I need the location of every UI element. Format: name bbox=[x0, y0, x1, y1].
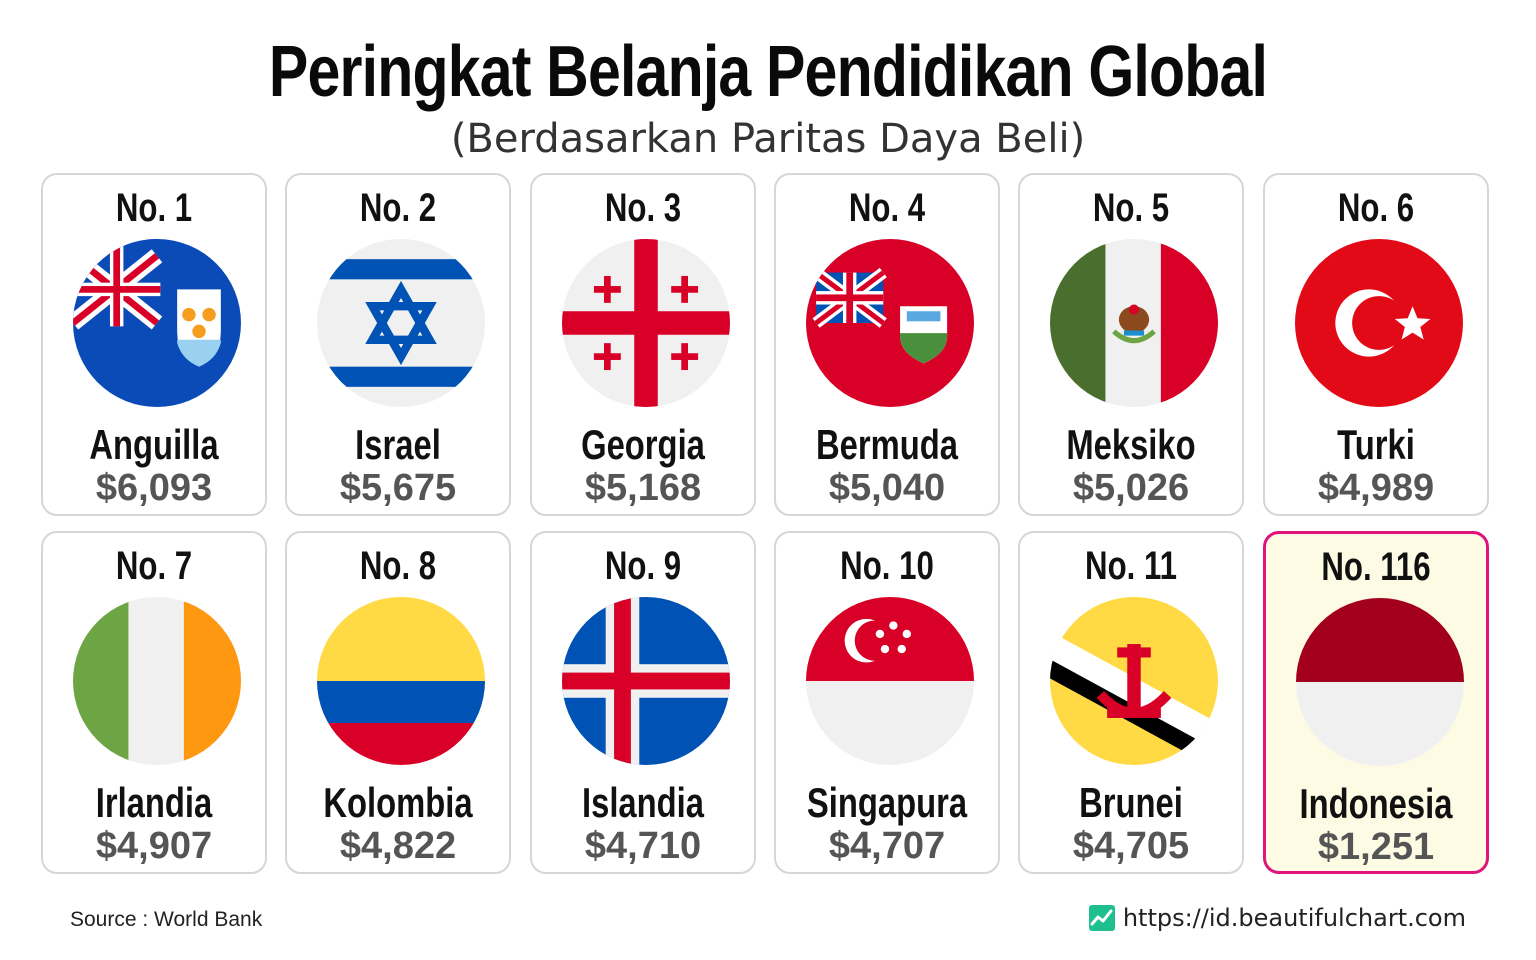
country-name: Georgia bbox=[581, 421, 705, 468]
rank-label: No. 4 bbox=[848, 186, 926, 230]
spending-value: $4,707 bbox=[828, 825, 946, 867]
country-name: Indonesia bbox=[1299, 780, 1453, 827]
country-card-2: No. 2 Israel $5,675 bbox=[285, 173, 511, 516]
spending-value: $4,907 bbox=[95, 825, 213, 867]
country-name: Israel bbox=[355, 421, 441, 468]
country-card-10: No. 10 Singapura $4,707 bbox=[774, 531, 1000, 874]
country-card-11: No. 11 Brunei $4,705 bbox=[1018, 531, 1244, 874]
country-card-5: No. 5 Meksiko $5,026 bbox=[1018, 173, 1244, 516]
country-card-12: No. 116 Indonesia $1,251 bbox=[1263, 531, 1489, 874]
georgia-flag-icon bbox=[562, 239, 730, 407]
spending-value: $4,710 bbox=[584, 825, 702, 867]
country-card-7: No. 7 Irlandia $4,907 bbox=[41, 531, 267, 874]
israel-flag-icon bbox=[317, 239, 485, 407]
spending-value: $5,168 bbox=[584, 467, 702, 509]
rank-label: No. 7 bbox=[115, 544, 193, 588]
bermuda-flag-icon bbox=[806, 239, 974, 407]
spending-value: $6,093 bbox=[95, 467, 213, 509]
turkey-flag-icon bbox=[1295, 239, 1463, 407]
singapore-flag-icon bbox=[806, 597, 974, 765]
chart-logo-icon bbox=[1088, 905, 1115, 931]
website-credit[interactable]: https://id.beautifulchart.com bbox=[1088, 904, 1466, 932]
country-card-9: No. 9 Islandia $4,710 bbox=[530, 531, 756, 874]
spending-value: $4,822 bbox=[339, 825, 457, 867]
colombia-flag-icon bbox=[317, 597, 485, 765]
country-card-8: No. 8 Kolombia $4,822 bbox=[285, 531, 511, 874]
country-name: Bermuda bbox=[815, 421, 959, 468]
country-name: Irlandia bbox=[95, 779, 213, 826]
indonesia-flag-icon bbox=[1296, 598, 1464, 766]
spending-value: $1,251 bbox=[1317, 826, 1435, 868]
country-card-3: No. 3 Georgia $5,168 bbox=[530, 173, 756, 516]
country-name: Brunei bbox=[1079, 779, 1183, 826]
source-note: Source : World Bank bbox=[70, 908, 263, 931]
country-card-6: No. 6 Turki $4,989 bbox=[1263, 173, 1489, 516]
country-name: Meksiko bbox=[1066, 421, 1196, 468]
chart-title: Peringkat Belanja Pendidikan Global bbox=[268, 32, 1268, 112]
website-url[interactable]: https://id.beautifulchart.com bbox=[1122, 904, 1466, 932]
ireland-flag-icon bbox=[73, 597, 241, 765]
rank-label: No. 1 bbox=[115, 186, 193, 230]
rank-label: No. 11 bbox=[1085, 544, 1177, 588]
mexico-flag-icon bbox=[1050, 239, 1218, 407]
country-name: Singapura bbox=[806, 779, 968, 826]
spending-value: $4,989 bbox=[1317, 467, 1435, 509]
country-name: Islandia bbox=[582, 779, 704, 826]
country-name: Kolombia bbox=[323, 779, 473, 826]
spending-value: $5,675 bbox=[339, 467, 457, 509]
rank-label: No. 8 bbox=[359, 544, 437, 588]
rank-label: No. 5 bbox=[1092, 186, 1170, 230]
brunei-flag-icon bbox=[1050, 597, 1218, 765]
spending-value: $5,040 bbox=[828, 467, 946, 509]
rank-label: No. 116 bbox=[1321, 545, 1431, 589]
spending-value: $5,026 bbox=[1072, 467, 1190, 509]
iceland-flag-icon bbox=[562, 597, 730, 765]
country-name: Anguilla bbox=[89, 421, 219, 468]
rank-label: No. 9 bbox=[604, 544, 682, 588]
chart-subtitle: (Berdasarkan Paritas Daya Beli) bbox=[450, 116, 1086, 162]
rank-label: No. 10 bbox=[840, 544, 934, 588]
anguilla-flag-icon bbox=[73, 239, 241, 407]
rank-label: No. 6 bbox=[1337, 186, 1415, 230]
country-card-4: No. 4 Bermuda $5,040 bbox=[774, 173, 1000, 516]
rank-label: No. 2 bbox=[359, 186, 437, 230]
spending-value: $4,705 bbox=[1072, 825, 1190, 867]
rank-label: No. 3 bbox=[604, 186, 682, 230]
country-name: Turki bbox=[1337, 421, 1415, 468]
country-card-1: No. 1 Anguilla $6,093 bbox=[41, 173, 267, 516]
